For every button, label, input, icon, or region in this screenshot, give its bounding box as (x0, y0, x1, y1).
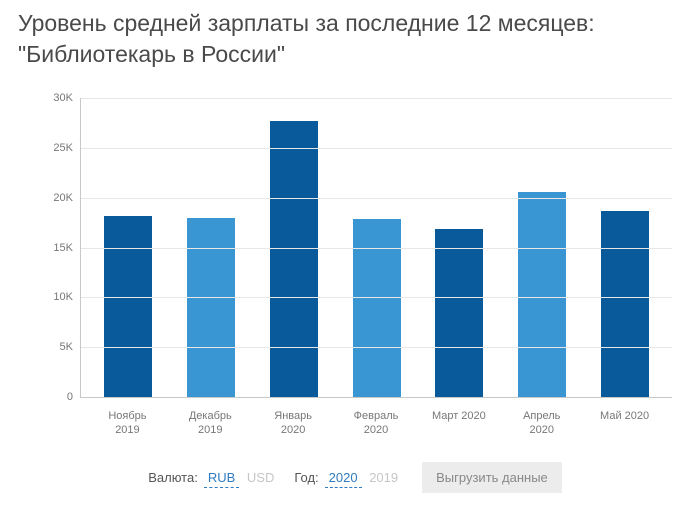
bar[interactable] (518, 192, 566, 397)
gridline (81, 98, 672, 99)
gridline (81, 198, 672, 199)
title-line-2: "Библиотекарь в России" (18, 41, 285, 67)
year-option-2019[interactable]: 2019 (365, 468, 402, 487)
year-option-2020[interactable]: 2020 (325, 468, 362, 488)
y-tick-label: 0 (67, 391, 81, 403)
year-label: Год: (294, 470, 318, 485)
bar[interactable] (601, 211, 649, 397)
bar[interactable] (187, 218, 235, 397)
y-tick-label: 30K (53, 92, 81, 104)
x-tick-label: Январь2020 (252, 406, 335, 438)
x-tick-label: Март 2020 (417, 406, 500, 438)
gridline (81, 297, 672, 298)
bar[interactable] (270, 121, 318, 397)
currency-label: Валюта: (148, 470, 198, 485)
gridline (81, 148, 672, 149)
y-tick-label: 20K (53, 192, 81, 204)
bar[interactable] (104, 216, 152, 397)
currency-option-rub[interactable]: RUB (204, 468, 239, 488)
gridline (81, 347, 672, 348)
currency-option-usd[interactable]: USD (243, 468, 278, 487)
y-tick-label: 10K (53, 291, 81, 303)
export-button[interactable]: Выгрузить данные (422, 462, 562, 493)
bar[interactable] (435, 229, 483, 397)
x-tick-label: Февраль2020 (335, 406, 418, 438)
bar[interactable] (353, 219, 401, 397)
x-tick-label: Ноябрь2019 (86, 406, 169, 438)
y-tick-label: 15K (53, 242, 81, 254)
title-line-1: Уровень средней зарплаты за последние 12… (18, 10, 595, 36)
y-tick-label: 25K (53, 142, 81, 154)
x-axis-labels: Ноябрь2019Декабрь2019Январь2020Февраль20… (80, 406, 672, 438)
chart-title: Уровень средней зарплаты за последние 12… (18, 8, 682, 70)
x-tick-label: Декабрь2019 (169, 406, 252, 438)
chart-controls: Валюта: RUB USD Год: 2020 2019 Выгрузить… (18, 462, 682, 493)
x-tick-label: Апрель2020 (500, 406, 583, 438)
salary-bar-chart: 05K10K15K20K25K30K (52, 98, 672, 398)
plot-area: 05K10K15K20K25K30K (80, 98, 672, 398)
y-tick-label: 5K (60, 341, 81, 353)
gridline (81, 248, 672, 249)
x-tick-label: Май 2020 (583, 406, 666, 438)
